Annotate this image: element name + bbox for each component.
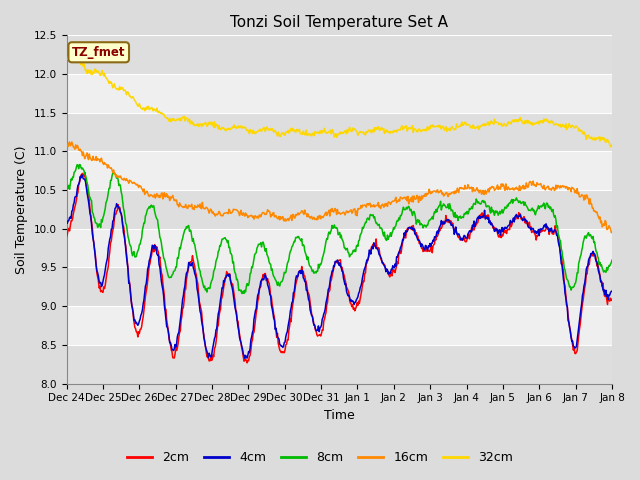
Y-axis label: Soil Temperature (C): Soil Temperature (C) [15,145,28,274]
Text: TZ_fmet: TZ_fmet [72,46,125,59]
Bar [67,306,612,345]
X-axis label: Time: Time [324,409,355,422]
Title: Tonzi Soil Temperature Set A: Tonzi Soil Temperature Set A [230,15,448,30]
Bar [67,229,612,267]
Bar [67,74,612,113]
Bar [67,267,612,306]
Bar [67,345,612,384]
Bar [67,36,612,74]
Bar [67,190,612,229]
Legend: 2cm, 4cm, 8cm, 16cm, 32cm: 2cm, 4cm, 8cm, 16cm, 32cm [122,446,518,469]
Bar [67,151,612,190]
Bar [67,113,612,151]
